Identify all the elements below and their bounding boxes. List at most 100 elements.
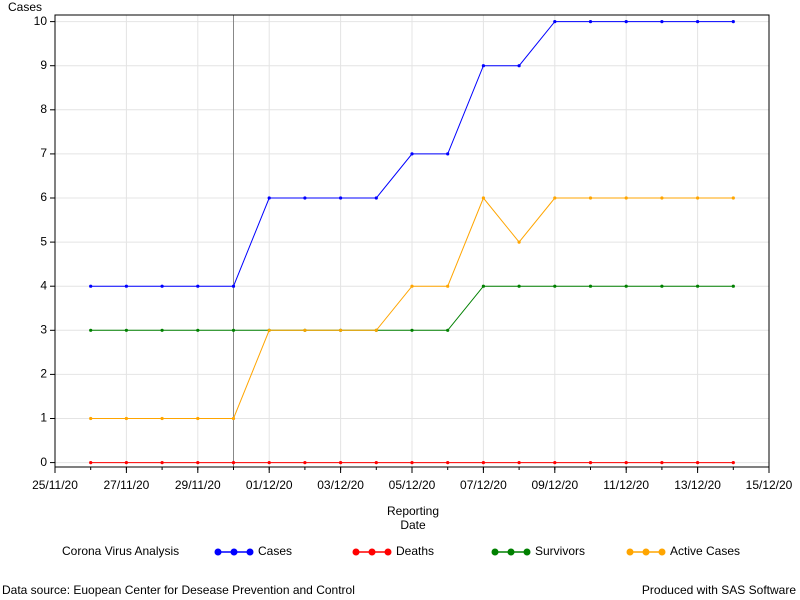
x-tick-label: 05/12/20 [389,478,436,492]
data-point [303,460,307,465]
x-tick-label: 27/11/20 [103,478,149,492]
data-point [481,196,485,200]
data-point [124,416,128,421]
legend-marker [626,548,634,556]
data-point [660,20,664,24]
data-point [231,284,236,288]
y-tick-label: 5 [40,234,47,248]
y-tick-label: 10 [34,14,48,28]
legend-label: Cases [258,544,292,558]
legend-marker [230,548,238,556]
data-point [624,460,628,465]
x-tick-label: 15/12/20 [746,478,793,492]
legend-marker [523,548,531,556]
data-point [446,460,450,465]
data-point [660,460,664,465]
x-tick-label: 03/12/20 [317,478,364,492]
data-point [196,460,200,465]
legend-title: Corona Virus Analysis [62,544,179,558]
data-point [89,284,93,288]
y-tick-label: 1 [40,411,47,425]
data-point [481,284,485,288]
legend-label: Deaths [396,544,434,558]
x-tick-label: 01/12/20 [246,478,293,492]
data-point [303,328,307,332]
legend-marker [384,548,392,556]
data-point [731,284,735,288]
data-point [696,284,700,288]
data-point [267,196,271,200]
y-tick-label: 0 [40,455,47,469]
data-point [517,240,521,244]
data-point [160,284,164,288]
legend-marker [246,548,254,556]
data-point [410,152,414,156]
data-point [696,460,700,465]
data-point [89,460,93,465]
data-point [731,196,735,200]
y-tick-label: 2 [40,367,47,381]
data-point [374,460,378,465]
y-tick-label: 6 [40,190,47,204]
data-point [696,20,700,24]
y-tick-label: 4 [40,278,47,292]
data-point [588,196,593,200]
data-point [517,284,521,288]
data-point [124,284,128,288]
x-tick-label: 09/12/20 [531,478,578,492]
data-point [696,196,700,200]
data-point [553,460,557,465]
data-point [553,284,557,288]
data-point [410,328,414,332]
y-tick-label: 8 [40,102,47,116]
data-point [89,328,93,332]
data-point [231,460,236,465]
legend-marker [658,548,666,556]
data-point [374,196,378,200]
x-tick-label: 13/12/20 [674,478,721,492]
legend-marker [642,548,650,556]
data-point [553,20,557,24]
legend-marker [352,548,360,556]
data-point [517,64,521,68]
x-axis-label: Reporting Date [386,504,440,532]
data-point [160,416,164,421]
data-point [339,460,343,465]
legend-marker [491,548,499,556]
data-point [410,284,414,288]
data-point [124,460,128,465]
data-point [481,64,485,68]
data-point [624,196,628,200]
data-point [89,416,93,421]
data-point [410,460,414,465]
data-point [446,284,450,288]
data-point [160,460,164,465]
y-tick-label: 9 [40,58,47,72]
legend-marker [214,548,222,556]
data-point [231,416,236,421]
data-point [446,328,450,332]
data-point [160,328,164,332]
data-point [588,284,593,288]
x-tick-label: 11/12/20 [603,478,649,492]
y-tick-label: 3 [40,322,47,336]
plot-frame [54,14,770,468]
data-point [196,284,200,288]
data-point [731,20,735,24]
legend-label: Active Cases [670,544,740,558]
data-point [481,460,485,465]
footnote: Data source: Euopean Center for Desease … [2,583,355,597]
data-point [231,328,236,332]
data-point [588,460,593,465]
data-point [267,328,271,332]
data-point [124,328,128,332]
x-tick-label: 29/11/20 [175,478,221,492]
data-point [267,460,271,465]
x-tick-label: 25/11/20 [32,478,78,492]
data-point [446,152,450,156]
data-point [374,328,378,332]
legend-marker [368,548,376,556]
data-point [660,196,664,200]
